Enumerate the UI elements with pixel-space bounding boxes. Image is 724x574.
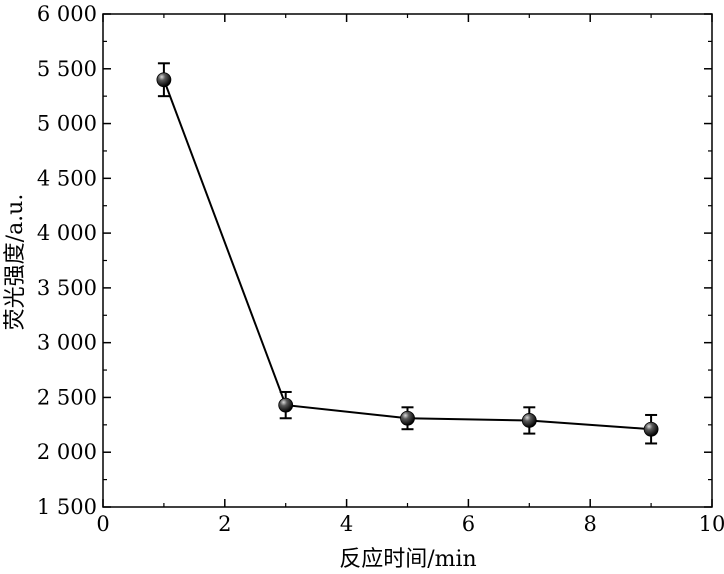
- x-axis-label: 反应时间/min: [339, 547, 476, 572]
- y-tick-label: 1 500: [37, 495, 97, 519]
- data-point: [521, 413, 537, 428]
- y-tick-label: 4 000: [37, 221, 97, 245]
- x-tick-label: 6: [462, 512, 475, 536]
- y-tick-label: 3 000: [37, 331, 97, 355]
- plot-frame: [102, 13, 713, 508]
- y-axis-label: 荧光强度/a.u.: [3, 194, 28, 331]
- y-tick-label: 5 500: [37, 57, 97, 81]
- x-tick-label: 8: [584, 512, 597, 536]
- y-tick-label: 2 500: [37, 385, 97, 409]
- data-point: [156, 72, 172, 88]
- x-tick-label: 4: [340, 512, 353, 536]
- y-tick-label: 5 000: [37, 112, 97, 136]
- y-tick-label: 4 500: [37, 166, 97, 190]
- series-line: [162, 79, 652, 431]
- data-point: [400, 410, 415, 426]
- y-tick-label: 2 000: [37, 440, 97, 464]
- x-tick-label: 2: [218, 512, 231, 536]
- x-tick-label: 10: [699, 512, 724, 536]
- y-tick-label: 6 000: [37, 2, 97, 26]
- data-point: [278, 397, 294, 413]
- x-tick-label: 0: [96, 512, 109, 536]
- data-point: [643, 421, 659, 437]
- y-tick-label: 3 500: [37, 276, 97, 300]
